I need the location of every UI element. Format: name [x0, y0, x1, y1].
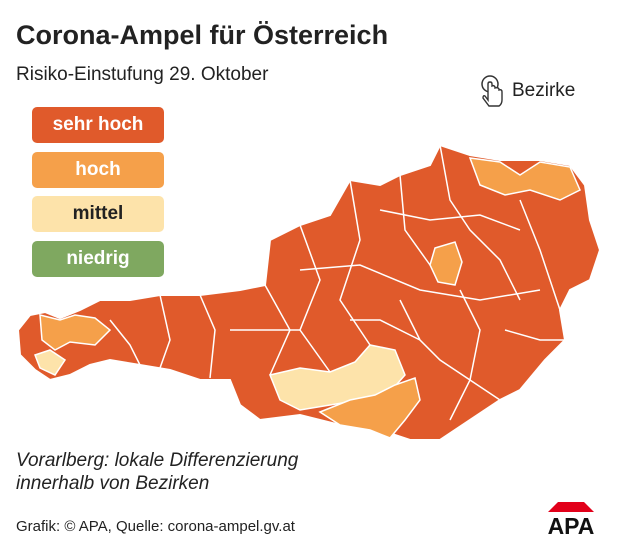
legend-item: hoch [32, 152, 164, 188]
country-shape [16, 143, 602, 441]
note-line: Vorarlberg: lokale Differenzierung [16, 450, 299, 471]
note-line: innerhalb von Bezirken [16, 473, 210, 494]
district-toggle[interactable]: Bezirke [478, 74, 575, 108]
district-borders [109, 144, 565, 421]
source: Grafik: © APA, Quelle: corona-ampel.gv.a… [16, 518, 295, 535]
region-high [39, 314, 112, 351]
austria-map [16, 143, 602, 441]
logo-text: APA [548, 513, 595, 538]
legend-item: mittel [32, 196, 164, 232]
pointer-icon [481, 75, 503, 107]
legend-item: sehr hoch [32, 107, 164, 143]
region-high [318, 377, 421, 439]
logo-shape [548, 502, 594, 512]
region-high [468, 157, 581, 201]
legend-item: niedrig [32, 241, 164, 277]
subtitle: Risiko-Einstufung 29. Oktober [16, 64, 269, 85]
apa-logo: APA [548, 502, 595, 538]
region-medium [34, 349, 67, 376]
title: Corona-Ampel für Österreich [16, 20, 389, 50]
toggle-label: Bezirke [512, 80, 576, 101]
